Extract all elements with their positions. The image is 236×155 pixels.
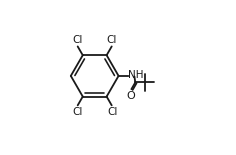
Text: Cl: Cl xyxy=(107,107,118,117)
Text: O: O xyxy=(126,91,135,101)
Text: Cl: Cl xyxy=(72,107,82,117)
Text: NH: NH xyxy=(128,70,143,80)
Text: Cl: Cl xyxy=(72,35,82,45)
Text: Cl: Cl xyxy=(106,35,117,45)
